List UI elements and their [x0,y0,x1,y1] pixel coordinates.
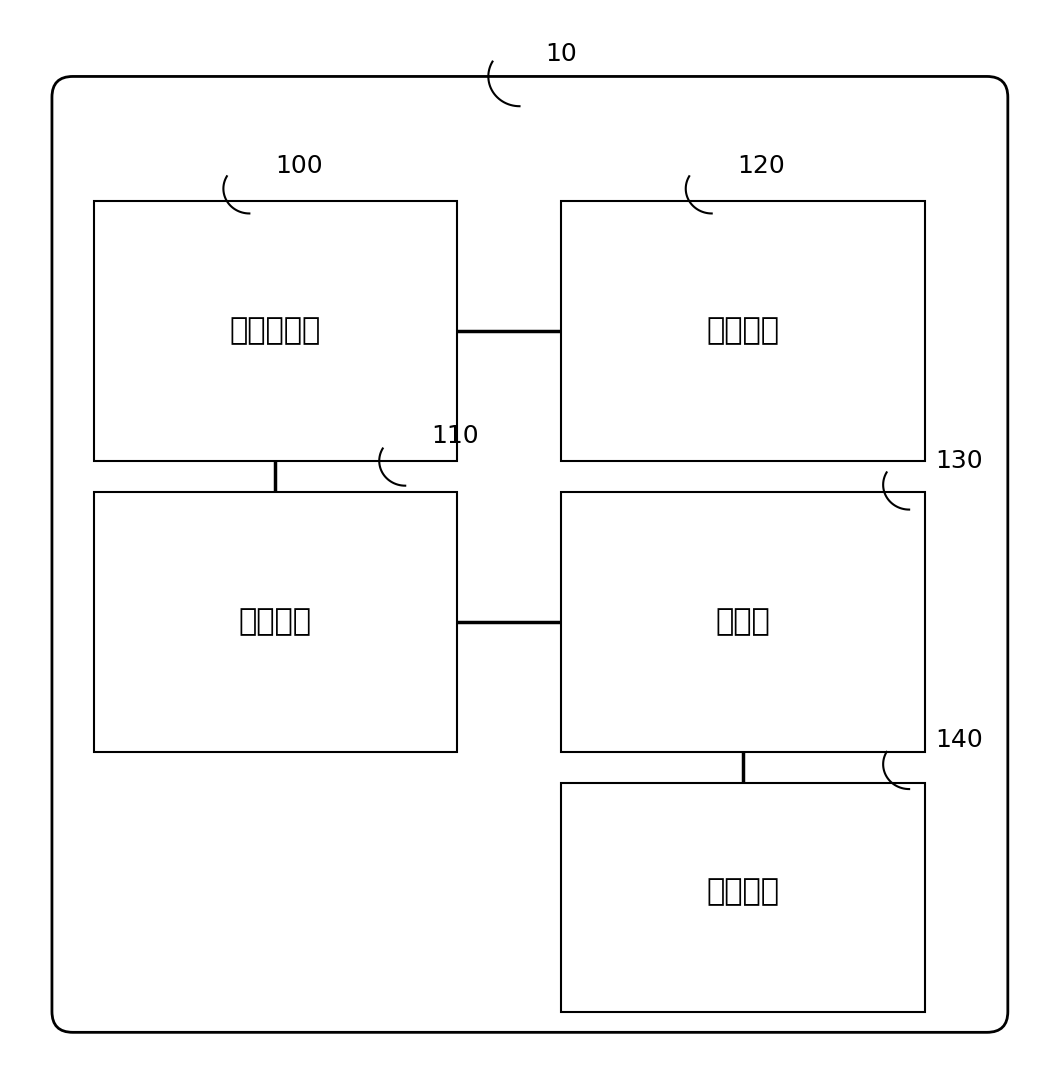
Text: 检测模块: 检测模块 [707,317,779,346]
FancyBboxPatch shape [94,492,457,752]
FancyBboxPatch shape [561,201,925,461]
FancyBboxPatch shape [561,492,925,752]
Text: 转动模块: 转动模块 [239,607,312,636]
Text: 140: 140 [935,728,983,752]
Text: 10: 10 [545,42,578,66]
FancyBboxPatch shape [94,201,457,461]
Text: 120: 120 [738,154,785,178]
Text: 110: 110 [431,424,479,448]
FancyBboxPatch shape [561,783,925,1012]
Text: 100: 100 [275,154,323,178]
Text: 微流控模块: 微流控模块 [230,317,321,346]
Text: 温控模块: 温控模块 [707,878,779,906]
Text: 130: 130 [935,449,983,473]
Text: 温控区: 温控区 [716,607,770,636]
FancyBboxPatch shape [52,76,1008,1033]
